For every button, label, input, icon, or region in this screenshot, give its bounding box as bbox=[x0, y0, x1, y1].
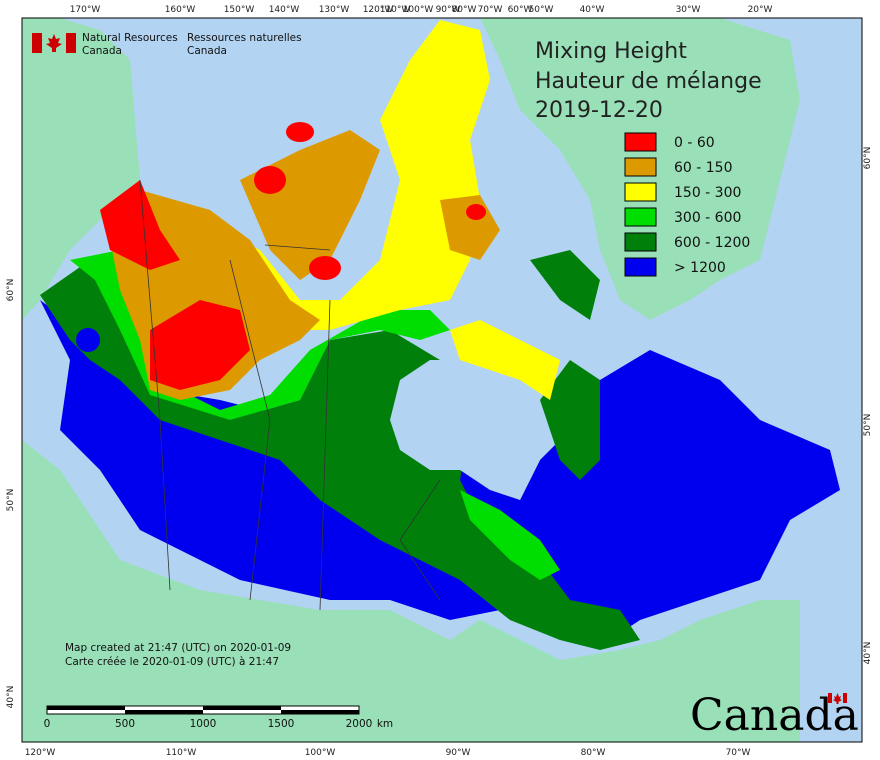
legend-swatch bbox=[625, 208, 656, 226]
top-tick-label: 40°W bbox=[580, 5, 605, 15]
right-tick-label: 50°N bbox=[863, 414, 873, 437]
right-tick-label: 40°N bbox=[863, 642, 873, 665]
agency-fr-line2: Canada bbox=[187, 45, 227, 57]
top-tick-label: 160°W bbox=[165, 5, 196, 15]
agency-en-line2: Canada bbox=[82, 45, 122, 57]
flag-left-bar bbox=[32, 33, 42, 53]
legend-label: 600 - 1200 bbox=[674, 235, 750, 251]
canada-wordmark-text: Canada bbox=[690, 690, 859, 741]
region-over-1200-bc bbox=[76, 328, 100, 352]
agency-fr-line1: Ressources naturelles bbox=[187, 32, 302, 44]
scale-tick-label: 1500 bbox=[268, 718, 295, 730]
title-line1: Mixing Height bbox=[535, 39, 687, 64]
legend-swatch bbox=[625, 133, 656, 151]
region-0-60-baffin bbox=[466, 204, 486, 220]
left-tick-labels: 60°N 50°N 40°N bbox=[6, 279, 16, 709]
wordmark-flag-right bbox=[843, 693, 847, 703]
legend-label: 60 - 150 bbox=[674, 160, 733, 176]
bottom-tick-label: 120°W bbox=[25, 748, 56, 758]
region-0-60-arctic bbox=[254, 166, 286, 194]
scale-tick-label: 0 bbox=[44, 718, 51, 730]
region-0-60-victoria bbox=[309, 256, 341, 280]
wordmark-flag-left bbox=[828, 693, 832, 703]
flag-right-bar bbox=[66, 33, 76, 53]
title-date: 2019-12-20 bbox=[535, 98, 663, 123]
created-fr: Carte créée le 2020-01-09 (UTC) à 21:47 bbox=[65, 656, 279, 668]
top-tick-labels: 170°W 160°W 150°W 140°W 130°W 120°W110°W100°W… bbox=[70, 5, 773, 15]
top-tick-label: 130°W bbox=[319, 5, 350, 15]
top-tick-label: 50°W bbox=[529, 5, 554, 15]
left-tick-label: 60°N bbox=[6, 279, 16, 302]
right-tick-labels: 60°N 50°N 40°N bbox=[863, 147, 873, 665]
legend-swatch bbox=[625, 183, 656, 201]
bottom-tick-label: 80°W bbox=[581, 748, 606, 758]
legend-swatch bbox=[625, 158, 656, 176]
region-0-60-ellesmere bbox=[286, 122, 314, 142]
legend-swatch bbox=[625, 258, 656, 276]
bottom-tick-label: 70°W bbox=[726, 748, 751, 758]
top-tick-label: 70°W bbox=[478, 5, 503, 15]
legend-label: 150 - 300 bbox=[674, 185, 741, 201]
top-tick-label: 150°W bbox=[224, 5, 255, 15]
title-line2: Hauteur de mélange bbox=[535, 69, 762, 94]
top-tick-label: 30°W bbox=[676, 5, 701, 15]
top-tick-label: 140°W bbox=[269, 5, 300, 15]
legend-label: > 1200 bbox=[674, 260, 726, 276]
bottom-tick-label: 110°W bbox=[166, 748, 197, 758]
legend-label: 0 - 60 bbox=[674, 135, 715, 151]
top-tick-label: 80°W bbox=[452, 5, 477, 15]
agency-en-line1: Natural Resources bbox=[82, 32, 178, 44]
bottom-tick-label: 90°W bbox=[446, 748, 471, 758]
created-en: Map created at 21:47 (UTC) on 2020-01-09 bbox=[65, 642, 291, 654]
canada-wordmark: Canada bbox=[690, 690, 859, 741]
scale-tick-label: 2000 bbox=[346, 718, 373, 730]
top-tick-label: 100°W bbox=[403, 5, 434, 15]
scale-tick-label: 1000 bbox=[190, 718, 217, 730]
top-tick-label: 170°W bbox=[70, 5, 101, 15]
left-tick-label: 40°N bbox=[6, 686, 16, 709]
legend-swatch bbox=[625, 233, 656, 251]
legend-label: 300 - 600 bbox=[674, 210, 741, 226]
bottom-tick-label: 100°W bbox=[305, 748, 336, 758]
scale-tick-label: 500 bbox=[115, 718, 135, 730]
bottom-tick-labels: 120°W 110°W 100°W 90°W 80°W 70°W bbox=[25, 748, 751, 758]
map-area bbox=[22, 18, 862, 742]
right-tick-label: 60°N bbox=[863, 147, 873, 170]
left-tick-label: 50°N bbox=[6, 489, 16, 512]
top-tick-label: 20°W bbox=[748, 5, 773, 15]
scale-unit-label: km bbox=[377, 718, 393, 730]
